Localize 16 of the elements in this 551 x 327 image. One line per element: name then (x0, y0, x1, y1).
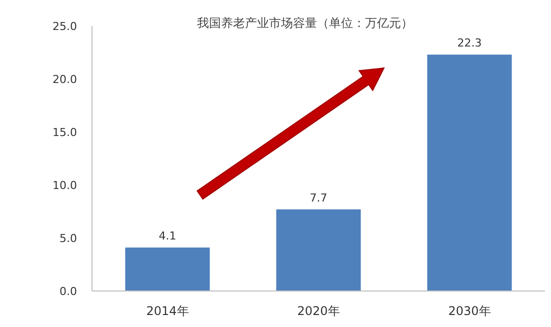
chart-title: 我国养老产业市场容量（单位：万亿元） (197, 16, 413, 30)
y-tick-label: 25.0 (52, 20, 77, 33)
y-tick-label: 15.0 (52, 126, 77, 139)
y-tick-label: 5.0 (60, 232, 77, 245)
bar (125, 248, 210, 291)
bar (427, 54, 512, 291)
data-label: 4.1 (158, 230, 176, 243)
bar (276, 209, 361, 291)
y-tick-label: 20.0 (52, 73, 77, 86)
y-tick-label: 10.0 (52, 179, 77, 192)
x-tick-label: 2020年 (297, 304, 340, 318)
data-label: 22.3 (457, 36, 482, 50)
y-tick-label: 0.0 (60, 285, 77, 298)
x-tick-label: 2014年 (146, 304, 189, 318)
x-tick-label: 2030年 (448, 304, 491, 318)
data-label: 7.7 (310, 191, 328, 204)
